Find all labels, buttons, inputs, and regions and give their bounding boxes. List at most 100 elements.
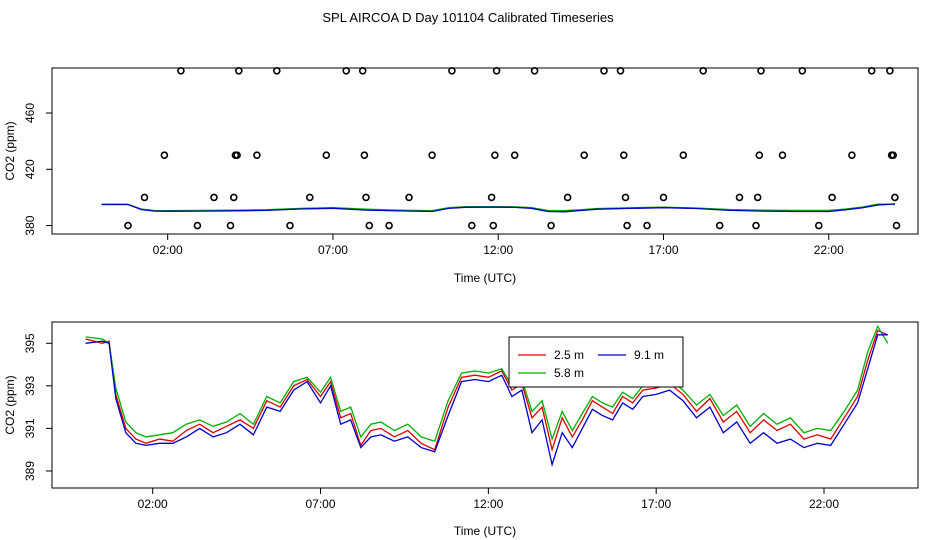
top-panel: 02:00 07:00 12:00 17:00 22:00 380 420 460 Time… xyxy=(3,67,919,285)
top-data-point-11 xyxy=(253,151,261,159)
top-data-point-30 xyxy=(510,151,519,159)
bottom-x-axis-label: Time (UTC) xyxy=(454,524,516,538)
top-x-tick-label-0: 02:00 xyxy=(153,243,183,257)
bottom-panel: 02:00 07:00 12:00 17:00 22:00 389 391 393 395 T… xyxy=(3,321,919,538)
top-data-point-24 xyxy=(448,67,456,75)
top-series-line-9-1-m xyxy=(101,203,895,213)
top-data-point-19 xyxy=(362,193,370,202)
top-data-point-46 xyxy=(752,221,760,230)
top-y-tick-label-0: 380 xyxy=(23,215,37,235)
top-data-point-2 xyxy=(160,151,169,159)
bottom-plot-frame xyxy=(51,321,919,489)
top-data-point-39 xyxy=(623,221,631,230)
legend: 2.5 m 9.1 m 5.8 m xyxy=(508,336,684,388)
legend-entries: 2.5 m 9.1 m 5.8 m xyxy=(518,348,664,380)
top-data-point-27 xyxy=(489,221,498,230)
top-data-point-6 xyxy=(226,221,235,230)
top-data-point-15 xyxy=(322,151,331,159)
legend-label-5-8-m: 5.8 m xyxy=(554,366,584,380)
top-data-point-25 xyxy=(467,221,476,230)
top-data-point-41 xyxy=(659,193,668,202)
legend-label-2-5-m: 2.5 m xyxy=(554,348,584,362)
top-x-tick-label-2: 12:00 xyxy=(483,243,513,257)
bottom-y-axis-label: CO2 (ppm) xyxy=(3,375,17,434)
top-data-point-29 xyxy=(492,67,501,75)
top-data-point-43 xyxy=(699,67,708,75)
top-data-point-9 xyxy=(233,151,241,159)
top-data-point-47 xyxy=(753,193,762,202)
top-data-point-4 xyxy=(193,221,202,230)
top-data-point-31 xyxy=(530,67,539,75)
top-data-point-14 xyxy=(305,193,314,202)
bot-x-tick-label-3: 17:00 xyxy=(641,497,671,511)
top-y-tick-label-1: 420 xyxy=(23,159,37,179)
bot-x-tick-label-2: 12:00 xyxy=(473,497,503,511)
top-data-point-28 xyxy=(491,151,499,159)
top-point-markers xyxy=(124,67,901,230)
top-data-point-34 xyxy=(580,151,589,159)
bot-x-tick-label-4: 22:00 xyxy=(809,497,839,511)
bot-y-tick-label-0: 389 xyxy=(23,461,37,481)
top-data-point-33 xyxy=(563,193,572,202)
top-data-point-5 xyxy=(210,193,218,202)
top-data-point-13 xyxy=(286,221,294,230)
top-data-point-20 xyxy=(365,221,374,230)
top-data-point-37 xyxy=(619,151,628,159)
top-x-tick-label-3: 17:00 xyxy=(648,243,678,257)
bot-series-line-2-5-m xyxy=(85,329,889,453)
bot-series-line-5-8-m xyxy=(85,324,889,443)
top-data-point-35 xyxy=(600,67,608,75)
bottom-series-lines xyxy=(85,324,889,468)
top-x-tick-label-1: 07:00 xyxy=(318,243,348,257)
top-plot-frame xyxy=(51,67,919,235)
top-data-point-10 xyxy=(235,67,243,75)
top-data-point-7 xyxy=(230,193,238,202)
top-y-axis: 380 420 460 xyxy=(23,103,52,236)
top-data-point-12 xyxy=(272,67,281,75)
top-data-point-38 xyxy=(621,193,630,202)
top-data-point-51 xyxy=(798,67,807,75)
bot-y-tick-label-2: 393 xyxy=(23,376,37,396)
top-data-point-53 xyxy=(828,193,836,202)
top-data-point-48 xyxy=(755,151,764,159)
top-data-point-22 xyxy=(405,193,413,202)
top-data-point-32 xyxy=(547,221,555,230)
top-data-point-59 xyxy=(891,193,899,202)
top-data-point-56 xyxy=(886,67,894,75)
top-data-point-3 xyxy=(177,67,185,75)
top-data-point-21 xyxy=(385,221,393,230)
top-data-point-40 xyxy=(643,221,651,230)
bottom-y-axis: 389 391 393 395 xyxy=(23,333,52,481)
legend-box xyxy=(508,336,684,388)
top-data-point-50 xyxy=(778,151,787,159)
top-data-point-60 xyxy=(892,221,901,230)
top-data-point-42 xyxy=(679,151,688,159)
top-data-point-36 xyxy=(616,67,625,75)
bot-x-tick-label-0: 02:00 xyxy=(138,497,168,511)
top-data-point-49 xyxy=(757,67,765,75)
top-data-point-44 xyxy=(715,221,724,230)
top-data-point-17 xyxy=(358,67,367,75)
top-data-point-23 xyxy=(428,151,436,159)
top-data-point-54 xyxy=(848,151,856,159)
bot-y-tick-label-1: 391 xyxy=(23,418,37,438)
bot-x-tick-label-1: 07:00 xyxy=(306,497,336,511)
top-x-tick-label-4: 22:00 xyxy=(814,243,844,257)
top-data-point-16 xyxy=(342,67,351,75)
top-x-axis-label: Time (UTC) xyxy=(454,271,516,285)
top-data-point-0 xyxy=(124,221,132,230)
legend-label-9-1-m: 9.1 m xyxy=(634,348,664,362)
top-data-point-26 xyxy=(487,193,496,202)
top-data-point-18 xyxy=(360,151,369,159)
bottom-x-axis: 02:00 07:00 12:00 17:00 22:00 xyxy=(138,488,839,511)
top-x-axis: 02:00 07:00 12:00 17:00 22:00 xyxy=(153,234,844,257)
top-data-point-58 xyxy=(889,151,898,159)
top-data-point-55 xyxy=(867,67,876,75)
top-data-point-1 xyxy=(140,193,149,202)
top-y-axis-label: CO2 (ppm) xyxy=(3,121,17,180)
top-series-lines xyxy=(101,203,895,213)
top-y-tick-label-2: 460 xyxy=(23,103,37,123)
top-data-point-45 xyxy=(735,193,744,202)
chart-title: SPL AIRCOA D Day 101104 Calibrated Times… xyxy=(322,10,614,25)
